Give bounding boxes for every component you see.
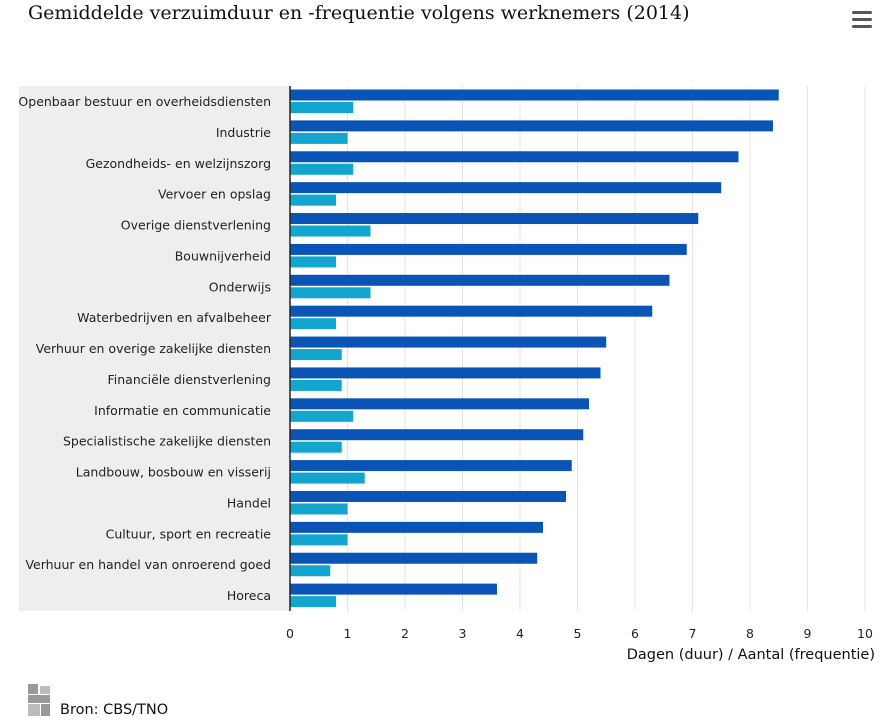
category-label: Cultuur, sport en recreatie — [106, 526, 272, 541]
x-tick-label: 8 — [746, 626, 754, 641]
bar-series-2 — [290, 503, 348, 515]
category-label: Gezondheids- en welzijnszorg — [86, 156, 271, 171]
bar-series-1 — [290, 336, 607, 348]
category-label: Openbaar bestuur en overheidsdiensten — [18, 94, 271, 109]
bar-series-1 — [290, 120, 773, 132]
x-axis-label: Dagen (duur) / Aantal (frequentie) — [626, 647, 875, 663]
category-label: Onderwijs — [209, 279, 271, 294]
bar-series-2 — [290, 225, 371, 237]
bar-series-2 — [290, 163, 354, 175]
chart-menu-button[interactable] — [850, 9, 874, 30]
category-label: Bouwnijverheid — [175, 248, 271, 263]
category-label: Informatie en communicatie — [94, 403, 271, 418]
bar-series-2 — [290, 472, 365, 484]
chart-title: Gemiddelde verzuimduur en -frequentie vo… — [28, 2, 690, 24]
bar-series-1 — [290, 398, 589, 410]
bar-series-2 — [290, 565, 331, 577]
bar-series-2 — [290, 256, 336, 268]
cbs-logo-icon — [28, 684, 50, 716]
x-tick-label: 0 — [286, 626, 294, 641]
bar-series-2 — [290, 596, 336, 608]
category-label: Vervoer en opslag — [158, 187, 271, 202]
category-labels: Openbaar bestuur en overheidsdiensten Ind… — [18, 94, 271, 603]
bar-series-1 — [290, 182, 722, 194]
category-label: Handel — [227, 495, 271, 510]
category-band — [19, 86, 290, 611]
bar-series-2 — [290, 410, 354, 422]
bar-series-2 — [290, 534, 348, 546]
x-tick-label: 5 — [574, 626, 582, 641]
bar-series-1 — [290, 490, 566, 502]
bar-series-2 — [290, 349, 342, 361]
category-label: Waterbedrijven en afvalbeheer — [77, 310, 272, 325]
x-tick-labels: 0 1 2 3 4 5 6 7 8 9 10 — [286, 626, 873, 641]
bar-series-2 — [290, 194, 336, 206]
bar-series-2 — [290, 318, 336, 330]
bar-series-1 — [290, 305, 653, 317]
category-label: Specialistische zakelijke diensten — [63, 434, 271, 449]
category-label: Landbouw, bosbouw en visserij — [76, 465, 271, 480]
hamburger-menu-icon — [852, 11, 872, 14]
x-tick-label: 1 — [344, 626, 352, 641]
x-tick-label: 2 — [401, 626, 409, 641]
bar-series-1 — [290, 460, 572, 472]
bar-series-2 — [290, 441, 342, 453]
bar-series-1 — [290, 583, 497, 595]
bar-series-1 — [290, 552, 538, 564]
bar-series-2 — [290, 287, 371, 299]
bar-series-1 — [290, 429, 584, 441]
category-label: Financiële dienstverlening — [107, 372, 271, 387]
category-label: Horeca — [227, 588, 271, 603]
bar-series-1 — [290, 521, 543, 533]
hamburger-menu-icon-line — [852, 18, 872, 21]
x-tick-label: 7 — [689, 626, 697, 641]
hamburger-menu-icon-line — [852, 25, 872, 28]
x-tick-label: 4 — [516, 626, 524, 641]
bars — [290, 89, 779, 608]
x-tick-label: 3 — [459, 626, 467, 641]
category-label: Industrie — [216, 125, 271, 140]
bar-series-1 — [290, 367, 601, 379]
bar-series-1 — [290, 213, 699, 225]
x-tick-label: 9 — [804, 626, 812, 641]
bar-series-1 — [290, 274, 670, 286]
bar-series-2 — [290, 379, 342, 391]
bar-chart: Openbaar bestuur en overheidsdiensten Ind… — [18, 86, 873, 641]
category-label: Verhuur en overige zakelijke diensten — [36, 341, 271, 356]
bar-series-2 — [290, 132, 348, 144]
category-label: Verhuur en handel van onroerend goed — [25, 557, 271, 572]
source-text: Bron: CBS/TNO — [60, 702, 169, 718]
x-tick-label: 6 — [631, 626, 639, 641]
bar-series-1 — [290, 243, 687, 255]
bar-series-1 — [290, 89, 779, 101]
category-label: Overige dienstverlening — [121, 218, 271, 233]
bar-series-1 — [290, 151, 739, 163]
bar-series-2 — [290, 102, 354, 113]
x-tick-label: 10 — [857, 626, 873, 641]
